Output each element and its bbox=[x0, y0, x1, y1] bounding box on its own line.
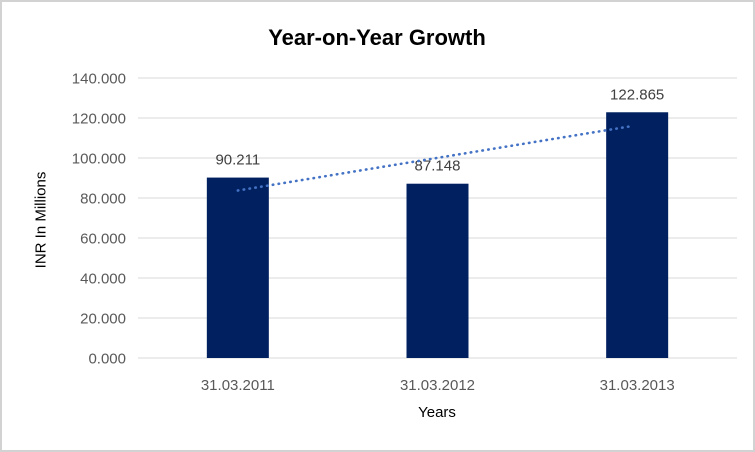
x-tick-label: 31.03.2012 bbox=[400, 377, 475, 394]
y-tick-label: 80.000 bbox=[80, 190, 126, 207]
bar-data-label: 122.865 bbox=[610, 86, 664, 103]
y-tick-label: 60.000 bbox=[80, 230, 126, 247]
chart-title: Year-on-Year Growth bbox=[268, 25, 486, 50]
bar-data-label: 90.211 bbox=[215, 152, 260, 169]
x-tick-label: 31.03.2013 bbox=[600, 377, 675, 394]
bar bbox=[406, 183, 469, 358]
trendline bbox=[236, 124, 633, 192]
y-tick-label: 140.000 bbox=[72, 70, 126, 87]
y-axis-title: INR In Millions bbox=[32, 172, 49, 269]
y-tick-label: 120.000 bbox=[72, 110, 126, 127]
y-tick-label: 100.000 bbox=[72, 150, 126, 167]
bar bbox=[206, 177, 269, 358]
x-tick-label: 31.03.2011 bbox=[201, 377, 275, 394]
bar bbox=[606, 112, 669, 359]
bar-data-label: 87.148 bbox=[415, 158, 461, 175]
x-axis-title: Years bbox=[418, 404, 456, 421]
y-tick-label: 40.000 bbox=[80, 270, 126, 287]
y-tick-label: 0.000 bbox=[88, 350, 126, 367]
y-tick-label: 20.000 bbox=[80, 310, 126, 327]
